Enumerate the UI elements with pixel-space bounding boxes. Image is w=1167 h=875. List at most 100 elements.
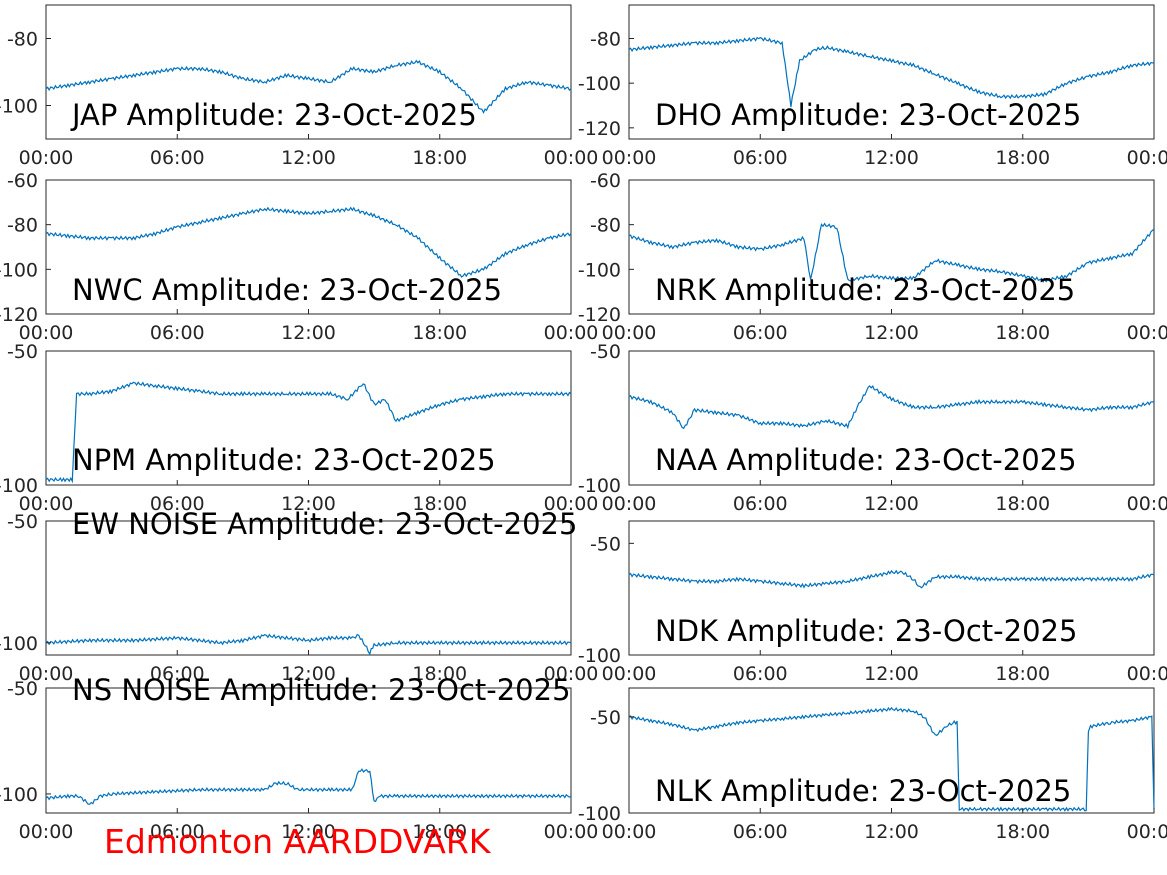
x-tick-label: 12:00 [864,322,919,344]
x-tick-label: 00:00 [1127,493,1167,515]
x-tick-label: 00:00 [602,322,657,344]
plot-area [628,4,1155,140]
panel-title: DHO Amplitude: 23-Oct-2025 [655,98,1081,132]
y-tick-label: -100 [578,259,621,281]
x-tick-label: 18:00 [995,663,1050,685]
panel-title: NPM Amplitude: 23-Oct-2025 [72,443,496,477]
y-tick-label: -80 [590,215,621,237]
chart-panel-2: 00:00 06:00 12:00 18:00 00:00 -80 -100 -120 DHO … [578,4,1167,169]
x-tick-label: 06:00 [733,322,788,344]
panel-title: NRK Amplitude: 23-Oct-2025 [655,273,1075,307]
x-tick-label: 18:00 [995,147,1050,169]
x-tick-label: 06:00 [733,821,788,843]
series-line [45,206,572,278]
y-tick-label: -50 [590,533,621,555]
x-tick-label: 00:00 [544,322,599,344]
x-tick-label: 18:00 [412,821,467,843]
y-tick-label: -50 [7,511,38,533]
y-tick-label: -100 [578,475,621,497]
plot-area [45,179,572,315]
x-tick-label: 00:00 [1127,663,1167,685]
x-tick-label: 00:00 [19,821,74,843]
panel-title: JAP Amplitude: 23-Oct-2025 [70,98,477,132]
chart-panel-5: 00:00 06:00 12:00 18:00 00:00 -50 -100 NPM Ampl… [0,341,598,515]
x-tick-label: 00:00 [602,663,657,685]
x-tick-label: 00:00 [602,821,657,843]
y-tick-label: -50 [7,341,38,363]
series-line [628,385,1155,430]
series-line [45,633,572,656]
y-tick-label: -120 [578,304,621,326]
x-tick-label: 00:00 [19,147,74,169]
chart-panel-8: 00:00 06:00 12:00 18:00 00:00 -50 -100 NDK Ampl… [578,520,1167,685]
panel-title: EW NOISE Amplitude: 23-Oct-2025 [72,507,577,541]
x-tick-label: 00:00 [544,821,599,843]
x-tick-label: 12:00 [864,663,919,685]
series-line [628,36,1155,108]
chart-panel-9: 00:00 06:00 12:00 18:00 00:00 -50 -100 NS NOISE… [0,673,598,843]
x-tick-label: 00:00 [1127,821,1167,843]
plot-area [628,179,1155,315]
plot-area [45,520,572,656]
x-tick-label: 00:00 [19,493,74,515]
x-tick-label: 00:00 [19,663,74,685]
x-tick-label: 06:00 [733,663,788,685]
x-tick-label: 18:00 [995,821,1050,843]
series-line [45,59,572,115]
series-line [628,222,1155,283]
y-tick-label: -100 [0,475,38,497]
y-tick-label: -80 [7,215,38,237]
panel-title: NLK Amplitude: 23-Oct-2025 [655,774,1071,808]
y-tick-label: -80 [590,29,621,51]
y-tick-label: -120 [578,118,621,140]
y-tick-label: -100 [0,784,38,806]
chart-panel-10: 00:00 06:00 12:00 18:00 00:00 -50 -100 NLK Ampl… [578,687,1167,843]
chart-panel-7: 00:00 06:00 12:00 18:00 00:00 -50 -100 EW NOISE… [0,507,598,685]
x-tick-label: 18:00 [412,147,467,169]
x-tick-label: 12:00 [281,821,336,843]
x-tick-label: 00:00 [1127,147,1167,169]
y-tick-label: -100 [578,73,621,95]
chart-panel-1: 00:00 06:00 12:00 18:00 00:00 -80 -100 JAP Ampl… [0,4,599,169]
plot-area [628,687,1155,814]
x-tick-label: 18:00 [995,493,1050,515]
x-tick-label: 12:00 [281,663,336,685]
x-tick-label: 00:00 [1127,322,1167,344]
x-tick-label: 06:00 [150,322,205,344]
x-tick-label: 12:00 [864,147,919,169]
y-tick-label: -50 [7,678,38,700]
panel-title: NS NOISE Amplitude: 23-Oct-2025 [72,673,571,707]
x-tick-label: 06:00 [150,493,205,515]
y-tick-label: -120 [0,304,38,326]
series-line [628,569,1155,589]
chart-panel-6: 00:00 06:00 12:00 18:00 00:00 -50 -100 NAA Ampl… [578,341,1167,515]
plot-area [628,350,1155,486]
y-tick-label: -50 [590,707,621,729]
x-tick-label: 00:00 [544,147,599,169]
series-line [628,706,1155,812]
panel-title: NDK Amplitude: 23-Oct-2025 [655,614,1077,648]
y-tick-label: -100 [0,633,38,655]
x-tick-label: 18:00 [995,322,1050,344]
station-footer: Edmonton AARDDVARK [104,822,491,861]
x-tick-label: 00:00 [602,147,657,169]
y-tick-label: -100 [0,96,38,118]
x-tick-label: 00:00 [19,322,74,344]
x-tick-label: 12:00 [864,821,919,843]
x-tick-label: 00:00 [544,663,599,685]
x-tick-label: 00:00 [544,493,599,515]
y-tick-label: -100 [578,645,621,667]
plot-area [628,520,1155,656]
y-tick-label: -100 [0,259,38,281]
x-tick-label: 12:00 [281,322,336,344]
x-tick-label: 06:00 [150,663,205,685]
series-line [45,768,572,805]
y-tick-label: -80 [7,29,38,51]
chart-panel-4: 00:00 06:00 12:00 18:00 00:00 -60 -80 -100 -120 N… [578,170,1167,344]
panel-title: NAA Amplitude: 23-Oct-2025 [655,443,1077,477]
plot-area [45,687,572,814]
x-tick-label: 18:00 [412,663,467,685]
series-line [45,381,572,484]
x-tick-label: 06:00 [733,147,788,169]
panel-title: NWC Amplitude: 23-Oct-2025 [72,273,502,307]
